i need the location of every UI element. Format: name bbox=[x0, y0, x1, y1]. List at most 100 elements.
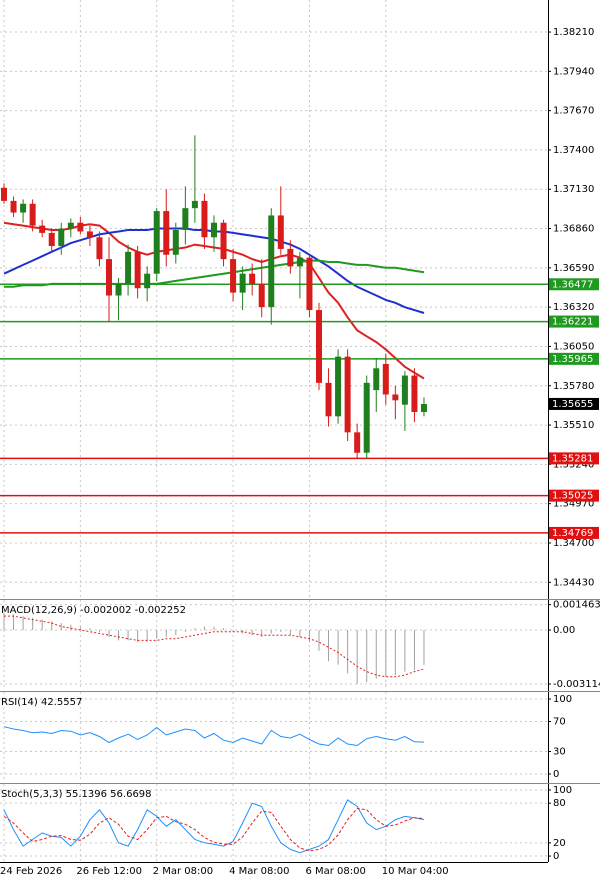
candle-body bbox=[363, 382, 370, 453]
y-tick-label: -0.003114 bbox=[553, 679, 600, 690]
level-label: 1.35965 bbox=[552, 354, 593, 365]
candle-body bbox=[125, 251, 132, 284]
y-tick-label: 1.36050 bbox=[553, 341, 594, 352]
candle-body bbox=[392, 394, 399, 401]
y-tick-label: 1.36590 bbox=[553, 263, 594, 274]
candle-body bbox=[48, 232, 55, 247]
candle-body bbox=[153, 211, 160, 274]
y-tick-label: 1.36860 bbox=[553, 224, 594, 235]
y-tick-label: 30 bbox=[553, 746, 566, 757]
candle-body bbox=[287, 248, 294, 267]
candle-body bbox=[420, 403, 427, 412]
candle-body bbox=[39, 225, 46, 233]
candle-body bbox=[86, 231, 93, 238]
candle-body bbox=[115, 283, 122, 296]
candle-body bbox=[163, 211, 170, 255]
y-tick-label: 0.00 bbox=[553, 625, 575, 636]
y-tick-label: 70 bbox=[553, 716, 566, 727]
y-tick-label: 1.35510 bbox=[553, 420, 594, 431]
candle-body bbox=[20, 203, 27, 213]
level-label-box bbox=[549, 315, 599, 328]
candle-body bbox=[401, 375, 408, 405]
level-label: 1.36477 bbox=[552, 279, 593, 290]
candle-body bbox=[268, 215, 275, 308]
candle-body bbox=[277, 215, 284, 249]
candle-body bbox=[191, 200, 198, 209]
candle-body bbox=[230, 259, 237, 293]
candle-body bbox=[258, 283, 265, 308]
level-label-box bbox=[549, 352, 599, 365]
x-tick-label: 24 Feb 2026 bbox=[0, 866, 62, 877]
candle-body bbox=[201, 200, 208, 238]
last-price-box bbox=[549, 397, 599, 410]
candle-body bbox=[220, 222, 227, 260]
level-label-box bbox=[549, 526, 599, 539]
indicator-line bbox=[3, 799, 425, 854]
candle-body bbox=[1, 187, 7, 201]
candle-body bbox=[373, 368, 380, 391]
last-price-label: 1.35655 bbox=[552, 399, 593, 410]
signal-line bbox=[4, 615, 425, 678]
y-tick-label: 1.37670 bbox=[553, 106, 594, 117]
y-tick-label: 1.38210 bbox=[553, 27, 594, 38]
candle-body bbox=[249, 273, 256, 284]
candle-body bbox=[315, 310, 322, 383]
level-label-box bbox=[549, 489, 599, 502]
y-tick-label: 80 bbox=[553, 798, 566, 809]
candle-body bbox=[325, 382, 332, 417]
candle-body bbox=[77, 222, 84, 232]
candle-body bbox=[411, 375, 418, 412]
y-tick-label: 1.37940 bbox=[553, 66, 594, 77]
candle-body bbox=[96, 237, 103, 260]
level-label: 1.36221 bbox=[552, 317, 593, 328]
candle-body bbox=[239, 273, 246, 293]
indicator-line bbox=[3, 807, 425, 852]
candle-body bbox=[144, 273, 151, 289]
candle-body bbox=[58, 228, 65, 247]
y-tick-label: 20 bbox=[553, 838, 566, 849]
candle-body bbox=[344, 356, 351, 433]
candle-body bbox=[182, 208, 189, 230]
x-tick-label: 26 Feb 12:00 bbox=[76, 866, 142, 877]
candle-body bbox=[10, 200, 17, 213]
y-tick-label: 1.36320 bbox=[553, 302, 594, 313]
candle-body bbox=[335, 356, 342, 417]
panel-title: RSI(14) 42.5557 bbox=[1, 697, 82, 708]
y-tick-label: 100 bbox=[553, 785, 572, 796]
candle-body bbox=[354, 432, 361, 453]
y-tick-label: 0 bbox=[553, 769, 559, 780]
indicator-line bbox=[3, 726, 425, 747]
y-tick-label: 0.001463 bbox=[553, 600, 600, 611]
x-tick-label: 2 Mar 08:00 bbox=[153, 866, 213, 877]
x-tick-label: 4 Mar 08:00 bbox=[229, 866, 289, 877]
y-tick-label: 0 bbox=[553, 851, 559, 862]
y-tick-label: 1.35240 bbox=[553, 459, 594, 470]
panel-title: Stoch(5,3,3) 55.1396 56.6698 bbox=[1, 789, 152, 800]
panel-title: MACD(12,26,9) -0.002002 -0.002252 bbox=[1, 605, 186, 616]
level-label-box bbox=[549, 452, 599, 465]
y-tick-label: 1.35780 bbox=[553, 381, 594, 392]
y-tick-label: 100 bbox=[553, 694, 572, 705]
y-tick-label: 1.37400 bbox=[553, 145, 594, 156]
level-label-box bbox=[549, 278, 599, 291]
candle-body bbox=[105, 259, 112, 296]
y-tick-label: 1.34430 bbox=[553, 577, 594, 588]
candle-body bbox=[210, 222, 217, 238]
y-tick-label: 1.34970 bbox=[553, 499, 594, 510]
candle-body bbox=[296, 257, 303, 267]
level-label: 1.35025 bbox=[552, 491, 593, 502]
candle-body bbox=[172, 230, 179, 255]
candle-body bbox=[382, 363, 389, 395]
candle-body bbox=[134, 251, 141, 289]
y-tick-label: 1.34700 bbox=[553, 538, 594, 549]
candle-body bbox=[67, 222, 74, 229]
level-label: 1.35281 bbox=[552, 453, 593, 464]
candle-body bbox=[29, 203, 36, 226]
x-tick-label: 6 Mar 08:00 bbox=[305, 866, 365, 877]
candle-body bbox=[306, 257, 313, 311]
level-label: 1.34769 bbox=[552, 528, 593, 539]
y-tick-label: 1.37130 bbox=[553, 184, 594, 195]
x-tick-label: 10 Mar 04:00 bbox=[382, 866, 449, 877]
